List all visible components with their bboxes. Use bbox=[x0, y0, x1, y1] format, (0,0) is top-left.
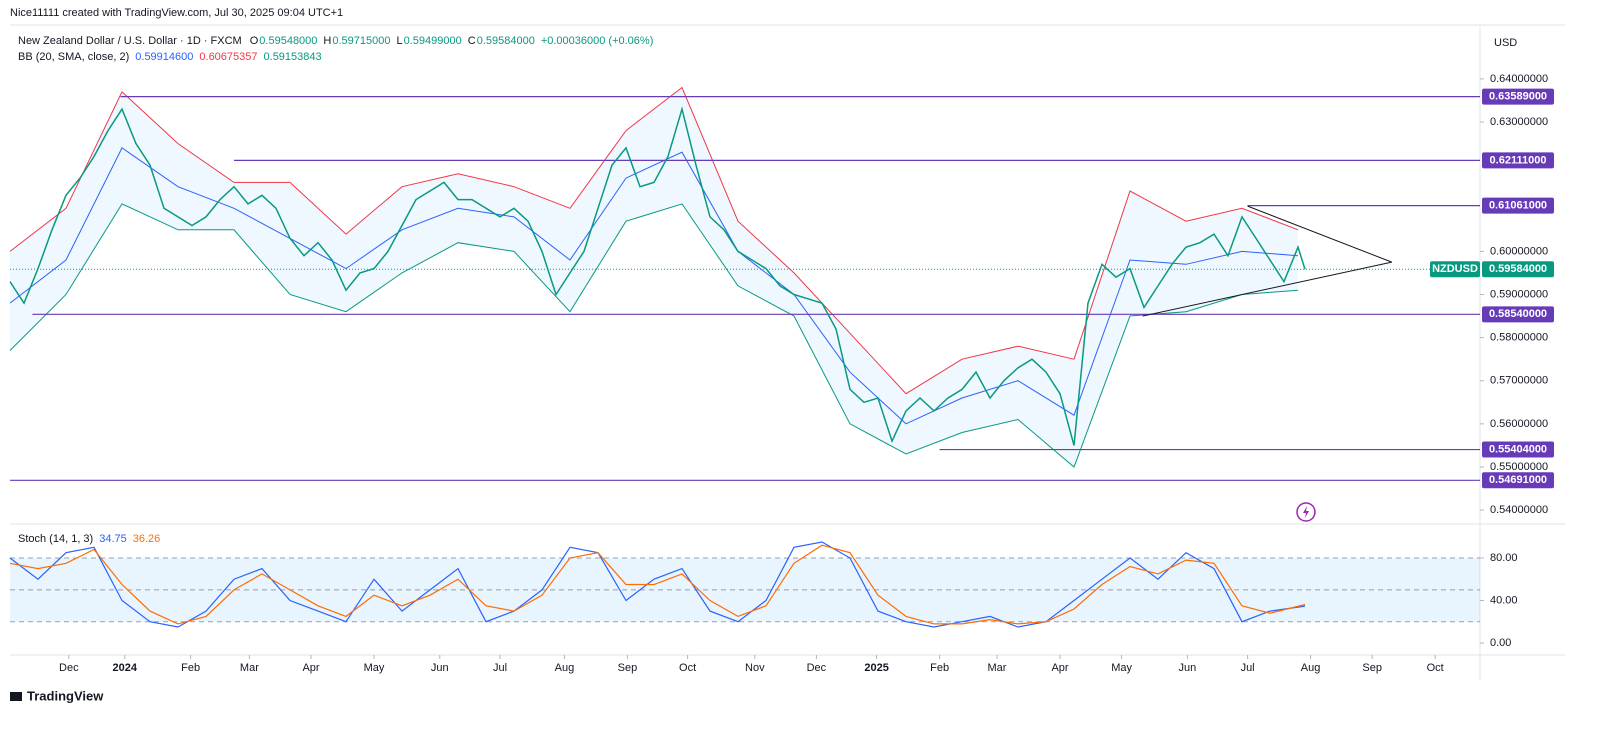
ohlc-value: 0.59715000 bbox=[332, 35, 390, 47]
level-tag bbox=[1482, 472, 1554, 489]
x-tick-label: 2024 bbox=[113, 662, 138, 674]
level-tag bbox=[1482, 88, 1554, 105]
x-tick-label: Dec bbox=[807, 662, 827, 674]
symbol-title: New Zealand Dollar / U.S. Dollar · 1D · … bbox=[18, 35, 242, 47]
logo bbox=[10, 692, 22, 701]
level-tag-label: 0.61061000 bbox=[1489, 200, 1547, 212]
triangle-side bbox=[1247, 205, 1392, 263]
ohlc-value: 0.59584000 bbox=[477, 35, 535, 47]
bb-value: 0.59153843 bbox=[264, 51, 322, 63]
symbol-tag bbox=[1430, 261, 1480, 278]
y-tick-label: 0.60000000 bbox=[1490, 245, 1548, 257]
stoch-d bbox=[9, 544, 1306, 625]
level-tag-label: 0.62111000 bbox=[1490, 154, 1547, 166]
x-tick-label: Nov bbox=[745, 662, 765, 674]
bb-label: BB (20, SMA, close, 2) bbox=[18, 51, 129, 63]
y-tick-label: 0.54000000 bbox=[1490, 504, 1548, 516]
x-tick-label: Oct bbox=[1427, 662, 1444, 674]
brand: TradingView bbox=[27, 688, 104, 703]
y-tick-label: 0.55000000 bbox=[1490, 461, 1548, 473]
x-tick-label: Jul bbox=[1241, 662, 1255, 674]
y-tick-label: 0.58000000 bbox=[1490, 332, 1548, 344]
stoch-k-value: 34.75 bbox=[99, 533, 127, 545]
x-tick-label: Sep bbox=[618, 662, 638, 674]
x-tick-label: May bbox=[364, 662, 385, 674]
level-tag-label: 0.63589000 bbox=[1489, 91, 1547, 103]
ohlc-label: L bbox=[397, 35, 403, 47]
bb-value: 0.59914600 bbox=[135, 51, 193, 63]
y-tick-label: 0.64000000 bbox=[1490, 73, 1548, 85]
y-tick-label: 0.63000000 bbox=[1490, 116, 1548, 128]
level-tag bbox=[1482, 306, 1554, 323]
x-tick-label: Mar bbox=[240, 662, 259, 674]
stoch-label: Stoch (14, 1, 3) bbox=[18, 533, 93, 545]
level-tag bbox=[1482, 197, 1554, 214]
x-tick-label: Feb bbox=[930, 662, 949, 674]
x-tick-label: Apr bbox=[302, 662, 319, 674]
change: +0.00036000 (+0.06%) bbox=[541, 35, 654, 47]
currency: USD bbox=[1494, 37, 1517, 49]
bb-middle bbox=[9, 147, 1299, 425]
x-tick-label: Oct bbox=[679, 662, 696, 674]
ohlc-value: 0.59548000 bbox=[259, 35, 317, 47]
x-tick-label: Aug bbox=[1301, 662, 1321, 674]
ohlc-value: 0.59499000 bbox=[404, 35, 462, 47]
x-tick-label: Feb bbox=[181, 662, 200, 674]
x-tick-label: 2025 bbox=[864, 662, 888, 674]
x-tick-label: Jul bbox=[493, 662, 507, 674]
x-tick-label: Jun bbox=[431, 662, 449, 674]
symbol-tag-label: NZDUSD bbox=[1432, 263, 1478, 275]
stoch-k bbox=[9, 541, 1306, 628]
x-tick-label: May bbox=[1111, 662, 1132, 674]
alert-bolt bbox=[1303, 506, 1309, 518]
bb-lower bbox=[9, 203, 1299, 468]
x-tick-label: Apr bbox=[1051, 662, 1068, 674]
level-tag bbox=[1482, 441, 1554, 458]
y-tick-label: 0.57000000 bbox=[1490, 375, 1548, 387]
stoch-d-value: 36.26 bbox=[133, 533, 161, 545]
x-tick-label: Mar bbox=[988, 662, 1007, 674]
stoch-y-tick-label: 80.00 bbox=[1490, 552, 1518, 564]
bb-upper bbox=[9, 86, 1299, 395]
stoch-y-tick-label: 0.00 bbox=[1490, 637, 1511, 649]
level-tag bbox=[1482, 152, 1554, 169]
level-tag-label: 0.55404000 bbox=[1489, 443, 1547, 455]
bb-value: 0.60675357 bbox=[199, 51, 257, 63]
stoch-y-tick-label: 40.00 bbox=[1490, 594, 1518, 606]
y-tick-label: 0.56000000 bbox=[1490, 418, 1548, 430]
level-tag-label: 0.58540000 bbox=[1489, 308, 1547, 320]
x-tick-label: Jun bbox=[1179, 662, 1197, 674]
level-tag-label: 0.54691000 bbox=[1489, 474, 1547, 486]
x-tick-label: Sep bbox=[1362, 662, 1382, 674]
price-tag-label: 0.59584000 bbox=[1489, 263, 1547, 275]
x-tick-label: Aug bbox=[555, 662, 575, 674]
y-tick-label: 0.59000000 bbox=[1490, 288, 1548, 300]
price-line bbox=[9, 106, 1306, 446]
x-tick-label: Dec bbox=[59, 662, 79, 674]
ohlc-label: H bbox=[323, 35, 331, 47]
ohlc-label: O bbox=[250, 35, 259, 47]
triangle-side bbox=[1142, 261, 1392, 317]
price-tag bbox=[1482, 261, 1554, 278]
credit: Nice11111 created with TradingView.com, … bbox=[10, 7, 343, 19]
alert-icon[interactable] bbox=[1296, 502, 1316, 522]
ohlc-label: C bbox=[468, 35, 476, 47]
